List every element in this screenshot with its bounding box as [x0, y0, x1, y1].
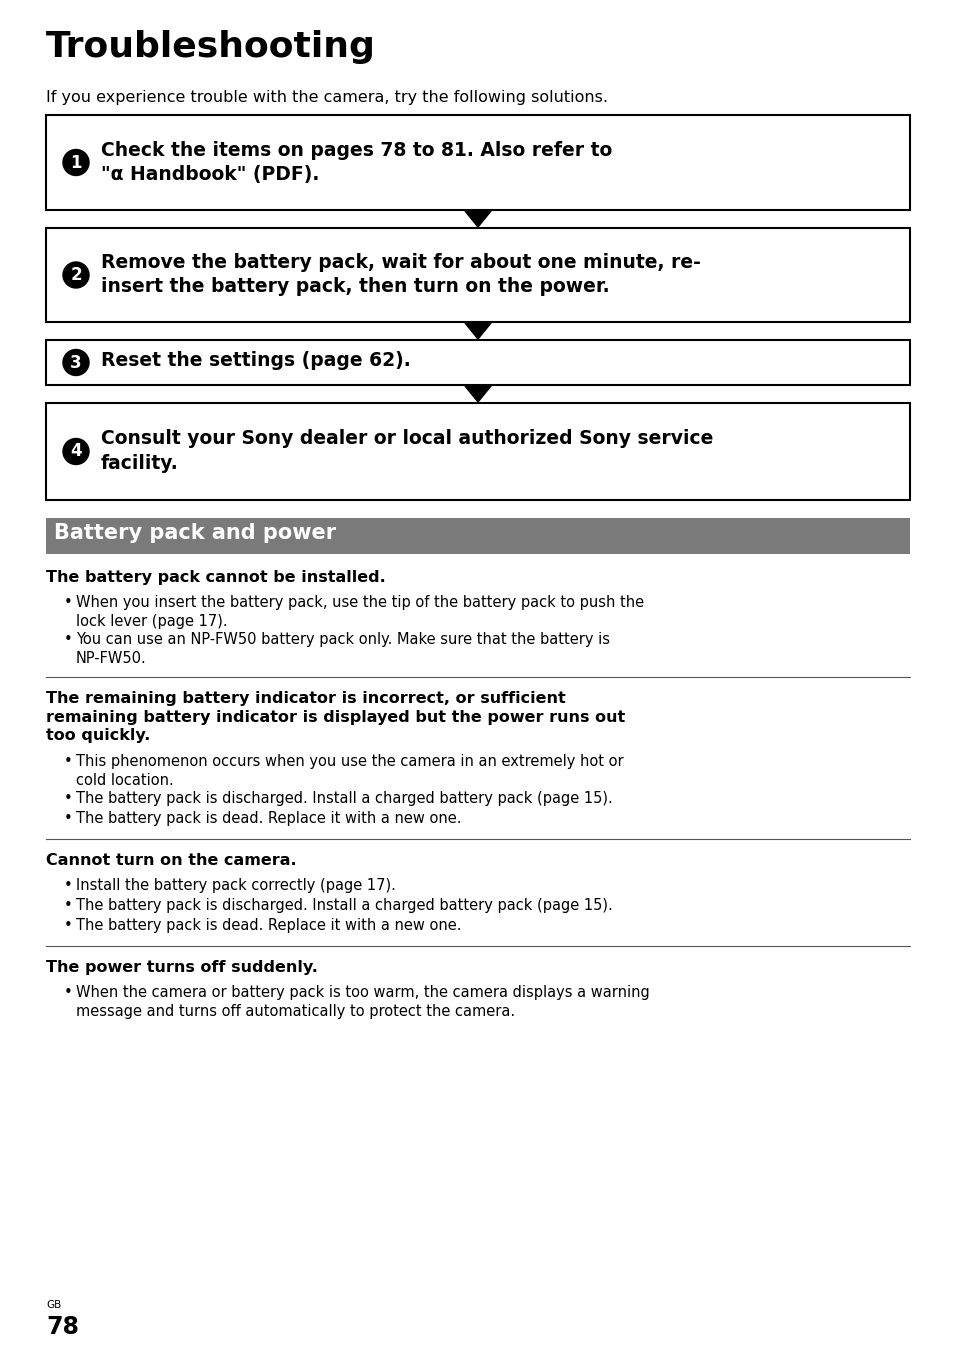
Text: Reset the settings (page 62).: Reset the settings (page 62). — [101, 351, 411, 370]
Text: Battery pack and power: Battery pack and power — [54, 523, 335, 543]
Bar — [46, 404, 909, 500]
Text: 1: 1 — [71, 153, 82, 172]
Bar — [46, 116, 909, 210]
Text: This phenomenon occurs when you use the camera in an extremely hot or
cold locat: This phenomenon occurs when you use the … — [76, 755, 623, 788]
Text: You can use an NP-FW50 battery pack only. Make sure that the battery is
NP-FW50.: You can use an NP-FW50 battery pack only… — [76, 632, 609, 666]
Text: When the camera or battery pack is too warm, the camera displays a warning
messa: When the camera or battery pack is too w… — [76, 985, 649, 1020]
Bar — [46, 518, 909, 554]
Text: 4: 4 — [71, 443, 82, 460]
Text: •: • — [64, 878, 72, 893]
Polygon shape — [464, 386, 491, 402]
Text: The remaining battery indicator is incorrect, or sufficient
remaining battery in: The remaining battery indicator is incor… — [46, 691, 624, 744]
Text: When you insert the battery pack, use the tip of the battery pack to push the
lo: When you insert the battery pack, use th… — [76, 594, 643, 629]
Text: Cannot turn on the camera.: Cannot turn on the camera. — [46, 853, 296, 868]
Text: •: • — [64, 594, 72, 611]
Bar — [46, 340, 909, 385]
Text: •: • — [64, 791, 72, 806]
Text: GB: GB — [46, 1301, 61, 1310]
Text: Install the battery pack correctly (page 17).: Install the battery pack correctly (page… — [76, 878, 395, 893]
Polygon shape — [464, 323, 491, 339]
Text: The battery pack cannot be installed.: The battery pack cannot be installed. — [46, 570, 385, 585]
Text: •: • — [64, 898, 72, 913]
Text: The battery pack is dead. Replace it with a new one.: The battery pack is dead. Replace it wit… — [76, 811, 461, 826]
Text: •: • — [64, 985, 72, 999]
Text: If you experience trouble with the camera, try the following solutions.: If you experience trouble with the camer… — [46, 90, 607, 105]
Circle shape — [63, 262, 89, 288]
Text: Check the items on pages 78 to 81. Also refer to
"α Handbook" (PDF).: Check the items on pages 78 to 81. Also … — [101, 140, 612, 184]
Text: •: • — [64, 811, 72, 826]
Bar — [46, 229, 909, 321]
Circle shape — [63, 149, 89, 175]
Polygon shape — [464, 211, 491, 227]
Text: Remove the battery pack, wait for about one minute, re-
insert the battery pack,: Remove the battery pack, wait for about … — [101, 253, 700, 296]
Text: •: • — [64, 755, 72, 769]
Circle shape — [63, 438, 89, 464]
Text: Consult your Sony dealer or local authorized Sony service
facility.: Consult your Sony dealer or local author… — [101, 429, 713, 472]
Text: The battery pack is discharged. Install a charged battery pack (page 15).: The battery pack is discharged. Install … — [76, 791, 612, 806]
Circle shape — [63, 350, 89, 375]
Text: Troubleshooting: Troubleshooting — [46, 30, 375, 65]
Text: •: • — [64, 632, 72, 647]
Text: 2: 2 — [71, 266, 82, 284]
Text: 78: 78 — [46, 1315, 79, 1340]
Text: The power turns off suddenly.: The power turns off suddenly. — [46, 960, 317, 975]
Text: The battery pack is dead. Replace it with a new one.: The battery pack is dead. Replace it wit… — [76, 919, 461, 933]
Text: The battery pack is discharged. Install a charged battery pack (page 15).: The battery pack is discharged. Install … — [76, 898, 612, 913]
Text: •: • — [64, 919, 72, 933]
Text: 3: 3 — [71, 354, 82, 371]
